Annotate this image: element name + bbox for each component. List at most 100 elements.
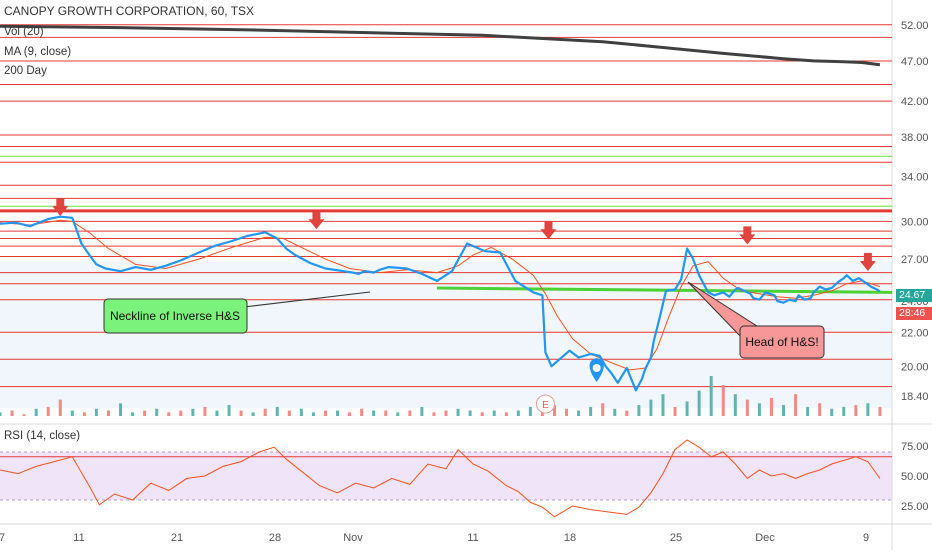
price-axis-tick: 52.00 [901,20,929,32]
volume-bar [119,403,123,416]
volume-bar [745,399,749,416]
volume-bar [444,410,448,416]
price-axis-tick: 30.00 [901,216,929,228]
volume-bar [769,397,773,416]
volume-bar [215,410,219,416]
volume-bar [22,414,26,416]
volume-bar [782,405,786,416]
volume-bar [685,401,689,416]
chart-title: CANOPY GROWTH CORPORATION, 60, TSX [4,4,255,18]
volume-bar [82,412,86,416]
volume-bar [577,410,581,416]
earnings-marker [535,394,555,414]
volume-bar [420,406,424,416]
volume-bar [0,412,2,416]
volume-bar [818,403,822,416]
price-axis-tick: 34.00 [901,172,929,184]
volume-bar [866,403,870,416]
volume-bar [396,412,400,416]
head-callout: Head of H&S! [687,281,825,359]
volume-bar [323,410,327,416]
price-axis-tick: 47.00 [901,56,929,68]
arrow-down-marker [52,198,69,217]
volume-bar [528,406,532,416]
volume-bar [854,405,858,416]
rsi-axis-tick: 75.00 [901,441,929,453]
volume-bar [251,412,255,416]
arrow-down-marker [308,211,325,230]
head-callout-text: Head of H&S! [745,335,818,349]
volume-bar [589,406,593,416]
rsi-band [0,452,892,500]
time-axis-tick: 11 [467,532,478,544]
sma200-line [0,24,881,67]
indicator-volume-label[interactable]: Vol (20) [4,26,44,38]
volume-bar [10,410,14,416]
volume-bar [34,408,38,416]
location-pin-dot [592,364,601,372]
volume-bar [131,412,135,416]
time-axis-tick: 7 [0,532,5,544]
volume-bar [613,408,617,416]
volume-bar [360,408,364,416]
volume-bar [432,412,436,416]
neckline-callout-text: Neckline of Inverse H&S [110,309,240,323]
volume-bar [155,408,159,416]
volume-bar [709,376,713,416]
volume-bar [492,410,496,416]
volume-bar [456,408,460,416]
time-axis-tick: 21 [171,532,183,544]
arrow-down-marker [540,221,557,240]
volume-bar [70,410,74,416]
volume-bar [806,406,810,416]
volume-bar [552,405,556,416]
volume-bar [649,399,653,416]
price-axis-tick: 18.40 [901,391,929,403]
time-axis-tick: Dec [755,532,775,544]
volume-bar [203,406,207,416]
indicator-rsi-label[interactable]: RSI (14, close) [4,430,81,442]
last-price-badge: 24.67 [896,289,932,302]
indicator-200day-label[interactable]: 200 Day [4,65,47,77]
price-axis-tick: 38.00 [901,132,929,144]
volume-bar [46,406,50,416]
volume-bar [167,412,171,416]
volume-bar [94,408,98,416]
time-axis-tick: Nov [343,532,363,544]
price-axis-tick: 42.00 [901,96,929,108]
earnings-label: E [542,400,549,411]
volume-bar [239,410,243,416]
countdown-badge: 28:46 [896,307,932,320]
volume-bar [661,394,665,416]
volume-bar [830,408,834,416]
time-axis-tick: 18 [564,532,576,544]
price-line [0,215,881,392]
volume-bar [697,390,701,416]
volume-bar [516,410,520,416]
volume-bar [143,410,147,416]
volume-bar [299,408,303,416]
neckline-callout-box [103,298,248,334]
volume-bar [287,410,291,416]
volume-bar [311,412,315,416]
neckline-callout-pointer [243,291,371,308]
volume-bar [106,410,110,416]
volume-bar [227,405,231,416]
volume-bar [58,399,62,416]
volume-bar [878,406,882,416]
volume-bar [263,408,267,416]
price-axis-tick: 27.00 [901,254,929,266]
volume-bar [673,406,677,416]
volume-bar [794,394,798,416]
time-axis-tick: 25 [670,532,682,544]
volume-bar [468,410,472,416]
volume-bar [191,408,195,416]
indicator-ma-label[interactable]: MA (9, close) [4,46,72,58]
volume-bar [348,412,352,416]
rsi-axis-tick: 50.00 [901,471,929,483]
volume-bar [565,408,569,416]
arrow-down-marker [859,252,876,271]
arrow-down-marker [739,226,756,245]
